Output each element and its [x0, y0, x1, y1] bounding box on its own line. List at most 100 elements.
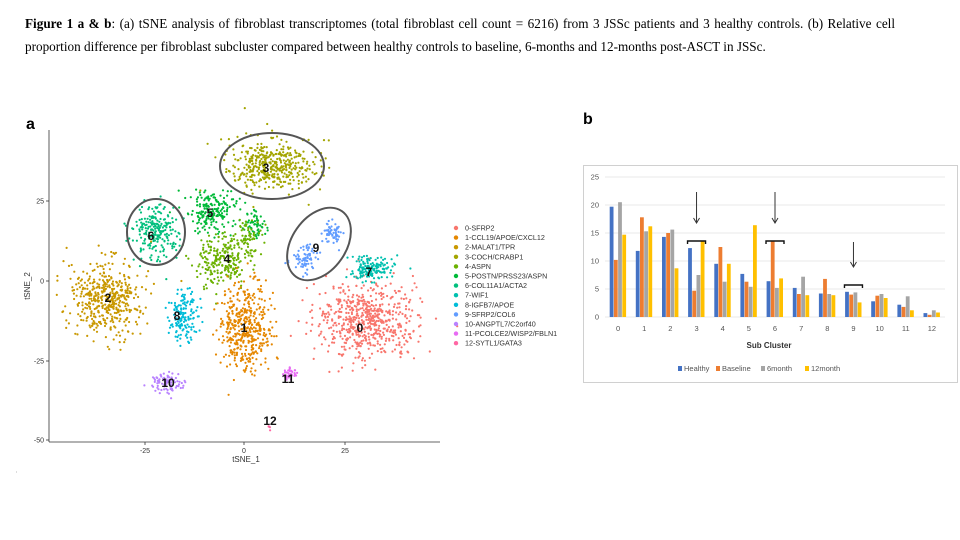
tsne-point-cluster-2	[87, 291, 90, 294]
tsne-point-cluster-4	[197, 265, 200, 268]
tsne-point-cluster-7	[391, 265, 394, 268]
tsne-point-cluster-7	[393, 263, 397, 266]
tsne-point-cluster-1	[247, 339, 250, 342]
bar-Baseline-0	[613, 259, 618, 317]
tsne-point-cluster-2	[98, 285, 101, 289]
tsne-point-cluster-4	[235, 258, 238, 262]
tsne-point-cluster-5	[190, 213, 193, 216]
tsne-point-cluster-3	[303, 157, 306, 160]
tsne-point-cluster-8	[195, 330, 198, 334]
tsne-point-cluster-0	[340, 304, 343, 307]
tsne-point-cluster-3	[225, 168, 228, 171]
tsne-point-cluster-4	[237, 243, 240, 246]
arrow-head	[850, 261, 857, 268]
tsne-point-cluster-0	[335, 330, 338, 333]
tsne-point-cluster-2	[138, 305, 141, 308]
tsne-point-cluster-2	[115, 308, 118, 311]
tsne-point-cluster-2	[110, 303, 113, 306]
tsne-point-cluster-5	[259, 215, 262, 218]
tsne-point-cluster-2	[137, 316, 141, 319]
tsne-point-cluster-3	[266, 156, 269, 159]
tsne-point-cluster-2	[111, 280, 115, 283]
tsne-point-cluster-5	[205, 207, 209, 210]
bar-12month-4	[726, 263, 731, 317]
tsne-point-cluster-6	[165, 232, 168, 235]
tsne-point-cluster-3	[260, 170, 263, 173]
tsne-point-cluster-0	[395, 311, 398, 314]
tsne-point-cluster-1	[252, 326, 255, 329]
tsne-point-cluster-0	[377, 319, 380, 323]
tsne-point-cluster-2	[86, 303, 89, 306]
tsne-point-cluster-2	[113, 316, 116, 319]
tsne-point-cluster-0	[363, 328, 366, 331]
tsne-point-cluster-3	[263, 158, 266, 161]
tsne-point-cluster-3	[313, 173, 316, 176]
tsne-point-cluster-2	[112, 251, 115, 255]
tsne-point-cluster-5	[168, 211, 171, 214]
tsne-point-cluster-10	[180, 381, 183, 385]
tsne-point-cluster-8	[179, 313, 182, 316]
tsne-point-cluster-0	[368, 356, 371, 359]
tsne-point-cluster-9	[329, 232, 332, 235]
tsne-point-cluster-2	[106, 285, 109, 288]
tsne-point-cluster-5	[184, 196, 187, 200]
tsne-point-cluster-4	[204, 283, 207, 286]
tsne-point-cluster-2	[103, 324, 107, 328]
tsne-point-cluster-3	[247, 164, 250, 167]
tsne-point-cluster-9	[308, 254, 311, 257]
cluster-label-11: 11	[282, 372, 295, 386]
tsne-point-cluster-4	[210, 271, 213, 274]
tsne-point-cluster-0	[382, 296, 385, 299]
tsne-point-cluster-4	[201, 266, 204, 269]
tsne-point-cluster-3	[272, 186, 275, 189]
tsne-point-cluster-3	[311, 151, 314, 154]
tsne-point-cluster-0	[389, 297, 392, 300]
tsne-point-cluster-2	[93, 328, 96, 331]
tsne-point-cluster-3	[250, 175, 253, 178]
tsne-point-cluster-2	[119, 299, 122, 302]
legend-dot-0	[453, 225, 459, 231]
tsne-point-cluster-4	[227, 270, 230, 273]
bar-xtick-label: 11	[902, 324, 910, 333]
tsne-point-cluster-2	[100, 296, 103, 299]
tsne-point-cluster-6	[152, 239, 155, 243]
tsne-point-cluster-0	[368, 310, 371, 313]
tsne-point-cluster-3	[322, 174, 325, 177]
tsne-point-cluster-0	[317, 325, 320, 328]
tsne-point-cluster-7	[386, 261, 389, 265]
tsne-point-cluster-0	[360, 287, 363, 290]
tsne-point-cluster-4	[213, 262, 217, 265]
tsne-point-cluster-8	[180, 307, 183, 310]
tsne-point-cluster-0	[411, 309, 414, 312]
tsne-point-cluster-2	[127, 264, 131, 267]
tsne-point-cluster-10	[156, 376, 159, 380]
tsne-point-cluster-7	[355, 260, 358, 263]
tsne-point-cluster-1	[237, 287, 241, 290]
tsne-point-cluster-1	[253, 271, 256, 274]
bar-xtick-label: 9	[851, 324, 855, 333]
tsne-point-cluster-9	[309, 243, 312, 246]
tsne-point-cluster-5	[220, 208, 223, 211]
tsne-point-cluster-3	[223, 159, 226, 162]
tsne-point-cluster-1	[233, 281, 237, 285]
tsne-point-cluster-0	[393, 289, 396, 292]
tsne-point-cluster-7	[371, 265, 374, 268]
tsne-point-cluster-0	[325, 312, 328, 315]
tsne-point-cluster-1	[236, 312, 239, 315]
tsne-point-cluster-2	[113, 287, 116, 290]
tsne-point-cluster-10	[166, 388, 169, 392]
tsne-point-cluster-5	[196, 222, 199, 225]
tsne-point-cluster-3	[307, 178, 310, 181]
tsne-point-cluster-4	[213, 270, 216, 273]
tsne-point-cluster-2	[123, 320, 126, 323]
tsne-point-cluster-0	[384, 284, 387, 287]
tsne-point-cluster-9	[302, 257, 305, 260]
tsne-point-cluster-3	[288, 174, 291, 177]
tsne-point-cluster-0	[361, 311, 364, 315]
tsne-point-cluster-0	[400, 297, 403, 300]
tsne-point-cluster-7	[389, 269, 393, 272]
tsne-point-cluster-8	[184, 316, 187, 319]
tsne-point-cluster-2	[81, 310, 84, 313]
tsne-point-cluster-0	[405, 321, 408, 324]
tsne-point-cluster-2	[136, 323, 139, 326]
